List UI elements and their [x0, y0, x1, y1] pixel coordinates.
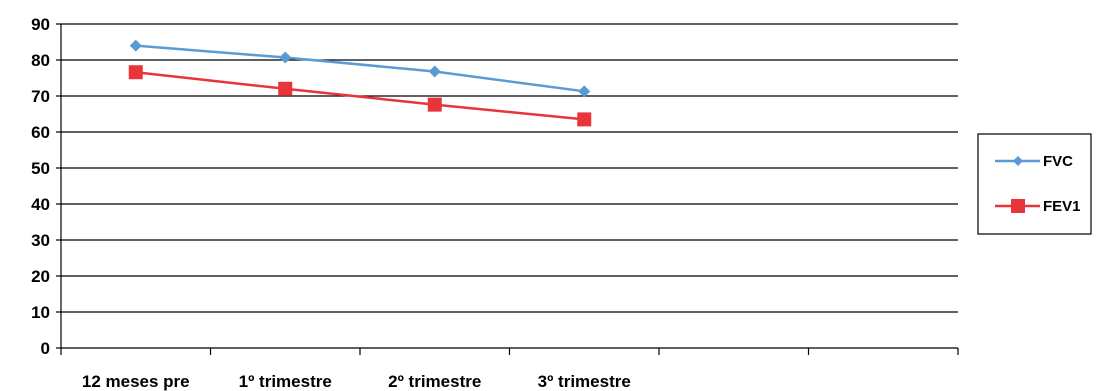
x-tick-labels: 12 meses pre 1º trimestre 2º trimestre 3º t… [82, 372, 631, 391]
legend-label-fvc: FVC [1043, 153, 1073, 170]
x-tick-label: 2º trimestre [388, 372, 481, 391]
data-point-fev1 [128, 65, 143, 80]
y-tick-label: 50 [31, 159, 50, 178]
y-tick-label: 30 [31, 231, 50, 250]
x-tick-label: 1º trimestre [239, 372, 332, 391]
x-tick-label: 3º trimestre [538, 372, 631, 391]
y-tick-label: 0 [41, 339, 50, 358]
legend: FVC FEV1 [977, 133, 1092, 235]
series-lines [128, 39, 592, 127]
legend-label-fev1: FEV1 [1043, 198, 1081, 215]
legend-box [977, 133, 1092, 235]
data-point-fvc [578, 85, 591, 98]
grid-lines [61, 23, 958, 313]
data-point-fev1 [278, 81, 293, 96]
y-tick-label: 60 [31, 123, 50, 142]
y-tick-label: 80 [31, 51, 50, 70]
series-line-fvc [135, 44, 585, 93]
legend-marker-fvc [1013, 156, 1023, 166]
data-point-fev1 [577, 112, 592, 127]
y-tick-label: 40 [31, 195, 50, 214]
y-tick-label: 70 [31, 87, 50, 106]
data-point-fvc [428, 65, 441, 78]
legend-marker-fev1 [1011, 199, 1025, 213]
axes [56, 23, 959, 355]
data-point-fvc [279, 51, 292, 64]
y-tick-labels: 0 10 20 30 40 50 60 70 80 90 [31, 15, 50, 358]
x-tick-label: 12 meses pre [82, 372, 190, 391]
series-line-fev1 [135, 70, 585, 121]
y-tick-label: 10 [31, 303, 50, 322]
data-point-fev1 [427, 97, 442, 112]
y-tick-label: 90 [31, 15, 50, 34]
y-tick-label: 20 [31, 267, 50, 286]
data-point-fvc [129, 39, 142, 52]
